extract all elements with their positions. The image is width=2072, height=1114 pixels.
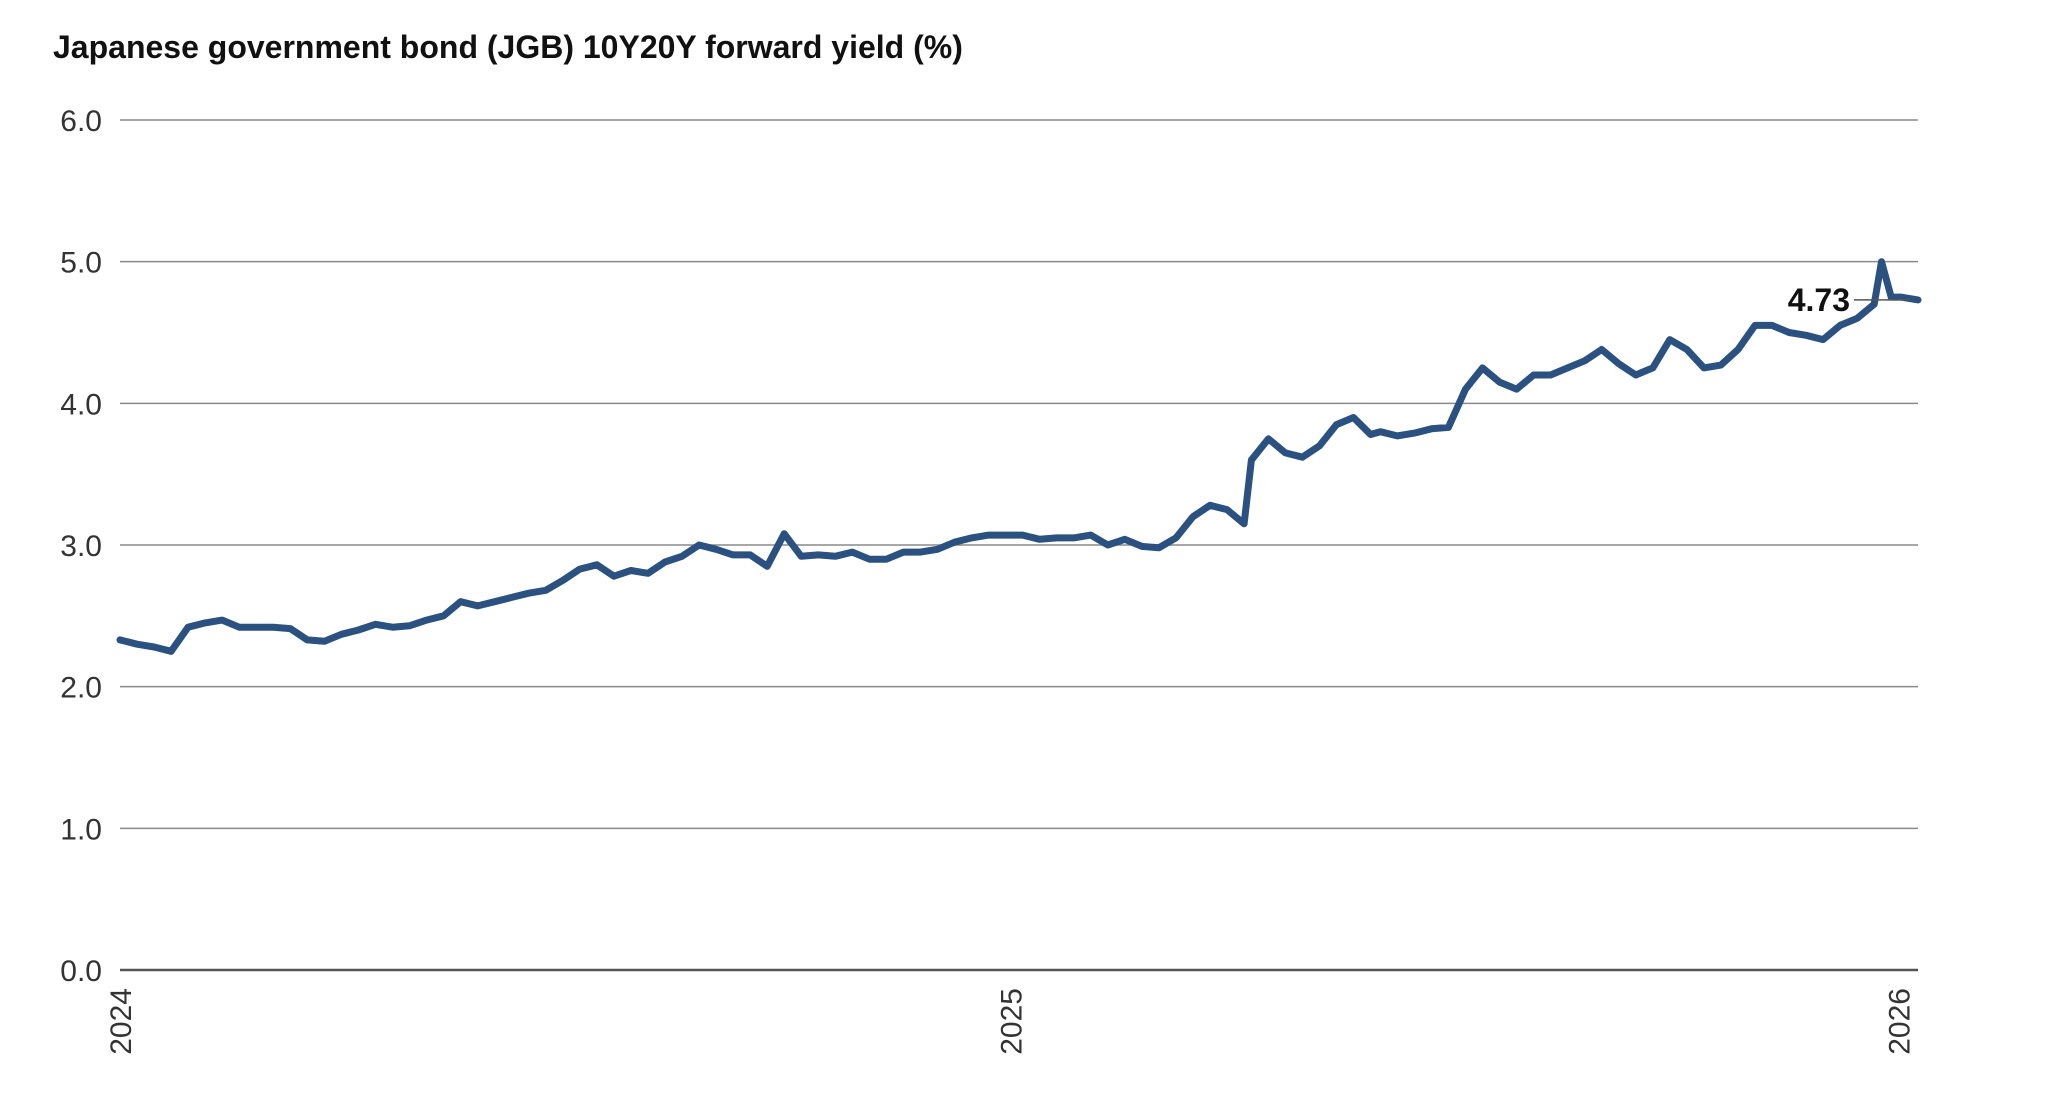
x-tick-label: 2026 [1884,988,1917,1055]
y-axis-ticks: 6.0 5.0 4.0 3.0 2.0 1.0 0.0 [60,105,102,988]
y-tick-label: 5.0 [60,247,102,280]
y-tick-label: 0.0 [60,955,102,988]
annotation-label: 4.73 [1788,282,1850,318]
grid [120,119,1918,972]
y-tick-label: 1.0 [60,813,102,846]
series-line [116,258,1922,655]
y-tick-label: 4.0 [60,388,102,421]
y-tick-label: 3.0 [60,530,102,563]
y-tick-label: 2.0 [60,672,102,705]
y-tick-label: 6.0 [60,105,102,138]
chart-title: Japanese government bond (JGB) 10Y20Y fo… [53,29,963,65]
x-axis-ticks: 2024 2025 2026 [105,988,1917,1055]
x-tick-label: 2024 [105,988,138,1055]
x-tick-label: 2025 [995,988,1028,1055]
